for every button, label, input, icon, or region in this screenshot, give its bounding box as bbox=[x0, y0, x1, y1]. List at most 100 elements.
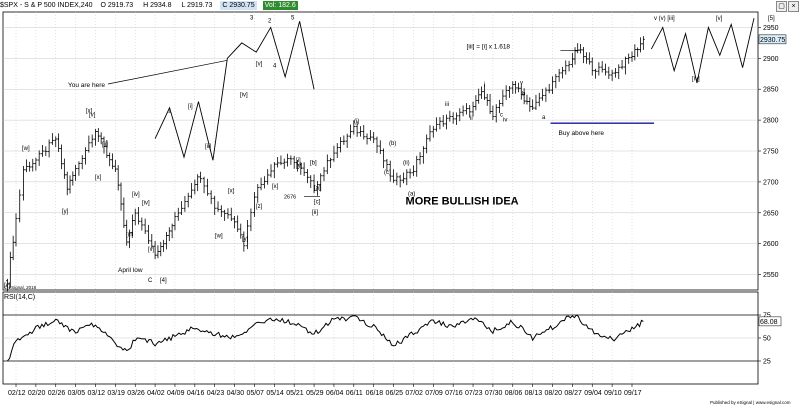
price-bar bbox=[584, 52, 588, 64]
wave-label: iv bbox=[503, 117, 507, 123]
projection-path-left bbox=[154, 21, 315, 161]
price-bar bbox=[594, 68, 598, 79]
price-bar bbox=[501, 89, 505, 107]
price-bar bbox=[504, 85, 508, 101]
price-bar bbox=[547, 83, 551, 94]
price-bar bbox=[286, 153, 290, 167]
you-are-here-label: You are here bbox=[68, 82, 105, 89]
price-bar bbox=[579, 44, 583, 54]
price-tick-label: 2650 bbox=[763, 210, 779, 217]
rsi-last-value-label: 68.08 bbox=[760, 319, 778, 326]
open-value: O 2919.73 bbox=[100, 2, 134, 9]
price-bar bbox=[130, 214, 134, 237]
date-tick-label: 04/02 bbox=[147, 390, 165, 397]
price-bar bbox=[164, 231, 168, 250]
date-tick-label: 08/27 bbox=[564, 390, 582, 397]
price-tick-label: 2750 bbox=[763, 149, 779, 156]
price-bar bbox=[62, 158, 66, 179]
buy-above-label: Buy above here bbox=[559, 130, 605, 137]
price-bar bbox=[156, 245, 160, 259]
price-bar bbox=[226, 208, 230, 219]
date-tick-label: 06/18 bbox=[366, 390, 384, 397]
price-bar bbox=[57, 133, 61, 152]
price-bar bbox=[28, 161, 32, 172]
wave-label: c bbox=[500, 112, 503, 118]
price-bar bbox=[544, 87, 548, 102]
price-bar bbox=[445, 114, 449, 130]
wave-label: [x] bbox=[228, 188, 235, 194]
last-price-label: 2930.75 bbox=[760, 37, 785, 44]
wave-label: 2 bbox=[268, 19, 272, 25]
wave-label: [ii] bbox=[102, 142, 108, 148]
date-tick-label: 05/29 bbox=[306, 390, 324, 397]
price-bar bbox=[269, 164, 273, 178]
price-bar bbox=[461, 105, 465, 117]
price-bar bbox=[570, 52, 574, 68]
price-bar bbox=[576, 43, 580, 54]
price-bar bbox=[590, 57, 594, 76]
price-bar bbox=[522, 88, 526, 105]
price-bar bbox=[299, 162, 303, 175]
price-bar bbox=[128, 229, 132, 249]
wave-label: i bbox=[484, 82, 485, 88]
price-bar bbox=[302, 162, 306, 177]
price-bar bbox=[519, 84, 523, 100]
wave-label: [iv] bbox=[240, 93, 248, 99]
price-bar bbox=[385, 158, 389, 172]
price-bar bbox=[183, 195, 187, 212]
price-bar bbox=[25, 159, 29, 173]
date-tick-label: 09/04 bbox=[584, 390, 602, 397]
price-bar bbox=[365, 133, 369, 145]
price-bar bbox=[116, 165, 120, 191]
price-bar bbox=[372, 131, 376, 144]
price-bar bbox=[405, 169, 409, 186]
price-bar bbox=[14, 213, 18, 247]
price-bar bbox=[620, 59, 624, 70]
date-tick-label: 03/19 bbox=[107, 390, 125, 397]
price-bar bbox=[415, 155, 419, 177]
wave-label: (b) bbox=[389, 141, 396, 147]
projection-path-right bbox=[650, 18, 755, 84]
wave-label: ii bbox=[470, 116, 473, 122]
collapse-icon[interactable]: ▢ bbox=[776, 1, 787, 12]
date-tick-label: 04/30 bbox=[227, 390, 245, 397]
date-tick-label: 08/06 bbox=[505, 390, 523, 397]
price-bar bbox=[236, 215, 240, 232]
date-tick-label: 07/23 bbox=[465, 390, 483, 397]
price-bar bbox=[219, 205, 223, 217]
price-bar bbox=[190, 183, 194, 199]
price-bar bbox=[335, 143, 339, 158]
price-bar bbox=[541, 88, 545, 101]
price-bar bbox=[108, 152, 112, 167]
price-bar bbox=[196, 174, 200, 192]
price-bar bbox=[276, 157, 280, 168]
price-bar bbox=[468, 105, 472, 118]
wave-label: [v] bbox=[89, 112, 96, 118]
price-tick-label: 2800 bbox=[763, 118, 779, 125]
price-bar bbox=[464, 103, 468, 115]
price-bar bbox=[488, 93, 492, 115]
price-bar bbox=[90, 134, 94, 148]
price-bar bbox=[498, 99, 502, 114]
wave-label: b bbox=[522, 91, 526, 97]
price-bar bbox=[516, 82, 520, 93]
price-bar bbox=[362, 124, 366, 140]
date-tick-label: 05/21 bbox=[286, 390, 304, 397]
price-bar bbox=[162, 239, 166, 252]
price-bar bbox=[388, 160, 392, 182]
price-bar bbox=[305, 169, 309, 184]
price-bar bbox=[289, 155, 293, 165]
price-bar bbox=[531, 99, 535, 111]
wave-label: a bbox=[542, 115, 546, 121]
price-bar bbox=[494, 104, 498, 123]
wave-label: [b] bbox=[310, 161, 317, 167]
price-bar bbox=[623, 56, 627, 75]
date-tick-label: 04/23 bbox=[207, 390, 225, 397]
close-icon[interactable]: × bbox=[788, 1, 799, 12]
wave-label: [5] bbox=[768, 16, 775, 22]
wave-label: (c) bbox=[384, 170, 391, 176]
date-tick-label: 04/09 bbox=[167, 390, 185, 397]
rsi-tick-label: 50 bbox=[763, 336, 771, 343]
date-tick-label: 07/16 bbox=[445, 390, 463, 397]
